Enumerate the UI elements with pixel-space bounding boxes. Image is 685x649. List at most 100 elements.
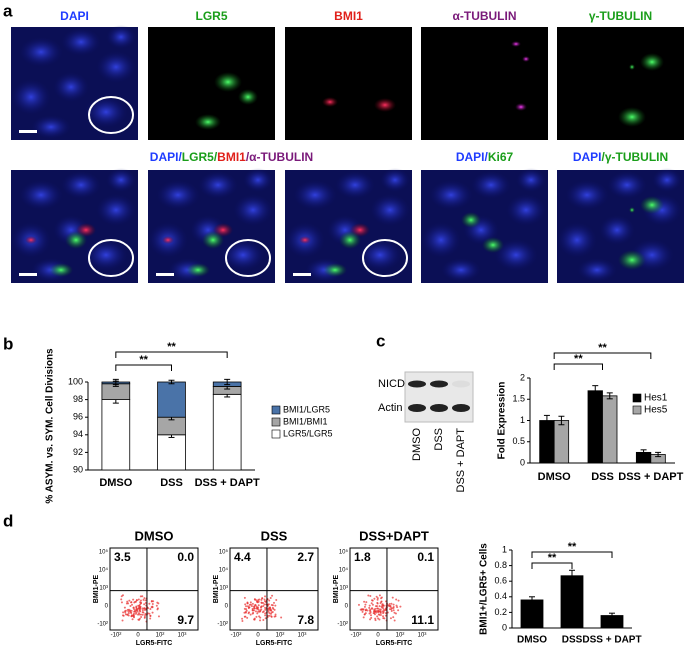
signal (323, 263, 347, 277)
event (387, 604, 390, 607)
significance-label: ** (568, 541, 577, 553)
highlight-circle (88, 239, 134, 277)
event (254, 610, 257, 613)
event (122, 611, 125, 614)
event (380, 600, 383, 603)
event (370, 607, 373, 610)
micrograph (148, 27, 275, 140)
micrograph (285, 168, 412, 283)
signal (214, 72, 242, 92)
x-tick-label: DMSO (99, 477, 132, 489)
event (137, 598, 140, 601)
flow-y-tick: 10³ (339, 586, 348, 592)
event (132, 606, 135, 609)
legend-swatch (271, 429, 281, 439)
event (378, 594, 381, 597)
image-bg (285, 27, 412, 140)
x-tick-label: DSS + DAPT (582, 635, 641, 646)
event (139, 599, 142, 602)
event (274, 613, 277, 616)
bar (560, 575, 584, 629)
event (135, 605, 138, 608)
nucleus (429, 180, 473, 210)
signal (522, 56, 530, 62)
error-bar (609, 612, 615, 619)
event (141, 595, 144, 598)
event (139, 607, 142, 610)
band (408, 404, 426, 412)
event (131, 618, 134, 621)
signal (629, 207, 635, 213)
x-tick-label: DMSO (517, 635, 547, 646)
significance-bracket (115, 364, 172, 371)
event (363, 600, 366, 603)
nucleus (84, 96, 128, 128)
image-label: DAPI (60, 9, 89, 23)
event (246, 616, 249, 619)
event (395, 598, 398, 601)
event (397, 609, 400, 612)
event (260, 598, 263, 601)
event (123, 606, 126, 609)
nucleus (293, 180, 337, 210)
event (130, 611, 133, 614)
event (270, 615, 273, 618)
event (264, 612, 267, 615)
event (268, 608, 271, 611)
nucleus (494, 239, 538, 271)
event (271, 604, 274, 607)
micrograph (11, 168, 138, 283)
lane-label: DMSO (411, 428, 423, 461)
event (133, 612, 136, 615)
event (382, 615, 385, 618)
signal (238, 89, 258, 105)
event (368, 604, 371, 607)
nucleus (19, 180, 63, 210)
flow-y-tick: 10³ (99, 586, 108, 592)
y-tick-label: 100 (68, 376, 83, 386)
quadrant-value: 11.1 (411, 613, 434, 627)
flow-x-tick: 0 (376, 633, 380, 639)
nucleus (96, 194, 136, 226)
flow-y-tick: 10⁴ (219, 567, 229, 574)
micrograph (421, 168, 548, 283)
nucleus (11, 79, 51, 115)
x-tick-label: DSS + DAPT (618, 471, 683, 483)
panel-label: d (3, 511, 13, 530)
signal (640, 196, 664, 214)
flow-x-label: LGR5-FITC (256, 640, 293, 647)
event (377, 613, 380, 616)
event (120, 601, 123, 604)
event (121, 619, 124, 622)
event (389, 606, 392, 609)
significance-bracket (553, 363, 603, 370)
event (381, 604, 384, 607)
legend-label: BMI1/LGR5 (283, 404, 330, 414)
event (392, 616, 395, 619)
flow-y-tick: 0 (345, 604, 349, 610)
event (267, 603, 270, 606)
lane-label: DSS (433, 428, 445, 451)
nucleus (221, 239, 265, 271)
signal (322, 97, 338, 107)
nucleus (31, 115, 71, 139)
error-bar (606, 392, 613, 400)
event (362, 616, 365, 619)
event (369, 611, 372, 614)
x-tick-label: DSS (562, 635, 583, 646)
event (384, 612, 387, 615)
significance-label: ** (167, 341, 176, 353)
bar (520, 599, 544, 629)
event (125, 602, 128, 605)
event (261, 611, 264, 614)
event (374, 605, 377, 608)
event (253, 605, 256, 608)
event (157, 615, 160, 618)
flow-x-tick: 10² (396, 633, 405, 639)
error-bar (168, 379, 175, 385)
quadrant-value: 0.1 (417, 550, 434, 564)
signal (374, 98, 396, 112)
event (120, 598, 123, 601)
image-label: α-TUBULIN (452, 9, 516, 23)
signal (511, 41, 521, 47)
